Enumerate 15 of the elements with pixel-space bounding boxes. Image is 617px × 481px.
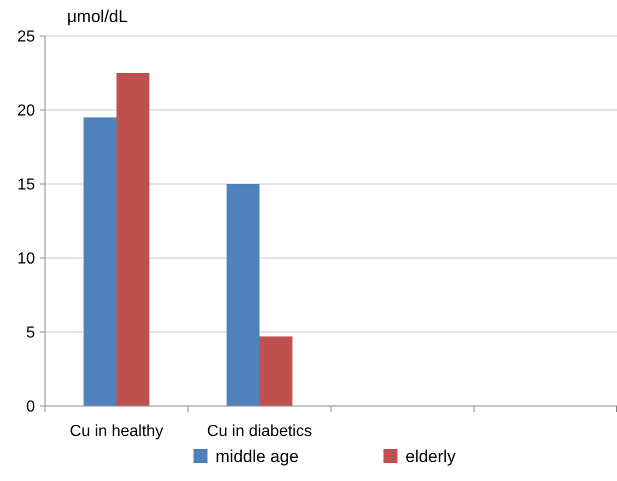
x-tick-label: Cu in healthy — [70, 423, 164, 440]
y-axis-title: μmol/dL — [67, 7, 128, 26]
y-tick-label: 20 — [17, 102, 36, 120]
bar — [84, 117, 116, 406]
bar — [260, 336, 292, 406]
bar — [116, 73, 150, 406]
x-tick-label: Cu in diabetics — [207, 423, 312, 440]
y-tick-label: 15 — [17, 176, 36, 194]
y-tick-label: 0 — [26, 398, 36, 416]
legend-label: elderly — [406, 447, 456, 466]
bar — [226, 184, 260, 406]
y-tick-label: 10 — [17, 250, 36, 268]
legend-label: middle age — [216, 447, 299, 466]
y-tick-label: 25 — [17, 28, 36, 46]
y-tick-label: 5 — [26, 324, 36, 342]
